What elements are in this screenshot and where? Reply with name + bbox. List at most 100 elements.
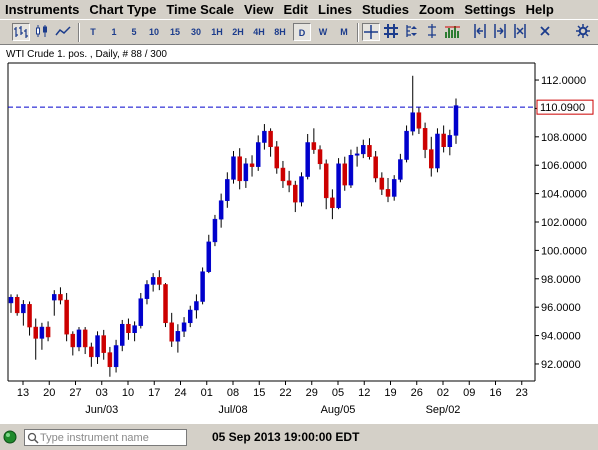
candle-body [416, 112, 422, 129]
candle-body [194, 301, 199, 311]
menu-studies[interactable]: Studies [361, 2, 409, 17]
grid-icon[interactable] [382, 23, 400, 41]
current-price-box [536, 99, 594, 115]
candle [441, 125, 446, 153]
candle-body [212, 218, 218, 243]
menu-chart-type[interactable]: Chart Type [89, 2, 157, 17]
period-button-8h[interactable]: 8H [274, 27, 286, 37]
candle-body [70, 333, 76, 348]
candle-body [286, 180, 292, 186]
period-button-1h[interactable]: 1H [211, 27, 223, 37]
period-button-w[interactable]: W [318, 27, 328, 37]
candle-body [138, 298, 144, 326]
shrink-icon[interactable] [511, 23, 529, 41]
candle-body [243, 163, 249, 182]
period-button-15[interactable]: 15 [169, 27, 180, 37]
x-tick-label: 10 [122, 387, 134, 399]
candle-body [206, 241, 212, 272]
instrument-search-box[interactable] [24, 429, 187, 446]
candle-body [89, 346, 94, 358]
y-tick-label: 108.0000 [541, 132, 587, 144]
period-button-1[interactable]: 1 [111, 27, 117, 37]
candle [367, 138, 372, 160]
x-tick-label: 15 [253, 387, 265, 399]
period-button-10[interactable]: 10 [148, 27, 159, 37]
period-button-2h[interactable]: 2H [232, 27, 244, 37]
candle [293, 180, 298, 213]
candlestick-icon[interactable] [33, 23, 51, 41]
candle [187, 305, 193, 328]
current-price-label: 110.0900 [540, 102, 585, 114]
candle [262, 124, 267, 150]
chart-title: WTI Crude 1. pos. , Daily, # 88 / 300 [6, 49, 167, 60]
candle-body [429, 149, 434, 169]
x-tick-label: 05 [332, 387, 344, 399]
close-icon[interactable] [536, 23, 554, 41]
candle [243, 158, 249, 188]
menu-edit[interactable]: Edit [283, 2, 308, 17]
search-input[interactable] [40, 430, 185, 445]
chart-area[interactable]: WTI Crude 1. pos. , Daily, # 88 / 300 11… [0, 45, 598, 423]
candle [237, 148, 242, 190]
y-tick-label: 98.0000 [541, 274, 581, 286]
period-button-m[interactable]: M [340, 27, 348, 37]
candle [21, 300, 26, 326]
menu-help[interactable]: Help [525, 2, 554, 17]
menu-settings[interactable]: Settings [464, 2, 516, 17]
menu-instruments[interactable]: Instruments [5, 2, 80, 17]
candle [447, 129, 453, 156]
candle-body [58, 294, 63, 301]
candle [225, 172, 230, 208]
x-tick-label: 19 [384, 387, 396, 399]
candle-body [354, 153, 360, 156]
bar-chart-icon[interactable] [12, 23, 30, 41]
x-tick-label: 23 [516, 387, 528, 399]
settings-icon[interactable] [574, 23, 592, 41]
period-button-5[interactable]: 5 [131, 27, 137, 37]
candle [70, 331, 76, 356]
period-button-t[interactable]: T [90, 27, 96, 37]
candle [299, 172, 304, 207]
candle-body [27, 304, 32, 328]
candle-body [21, 304, 26, 314]
scale-range-icon[interactable] [423, 23, 441, 41]
x-tick-label: 09 [463, 387, 475, 399]
collapse-left-icon[interactable] [471, 23, 489, 41]
candle [231, 151, 236, 184]
volume-icon[interactable] [444, 23, 462, 41]
crosshair-icon[interactable] [362, 23, 380, 41]
candle [120, 319, 125, 352]
period-button-4h[interactable]: 4H [253, 27, 265, 37]
period-button-30[interactable]: 30 [190, 27, 201, 37]
candle [138, 292, 144, 329]
candle [323, 159, 329, 210]
month-label: Jun/03 [85, 404, 118, 416]
toolbar: T 1 5 10 15 30 1H 2H 4H 8H D W M [0, 19, 598, 45]
menu-zoom[interactable]: Zoom [418, 2, 455, 17]
menu-time-scale[interactable]: Time Scale [166, 2, 235, 17]
candle [330, 189, 335, 220]
candle [113, 339, 119, 373]
candle-body [8, 296, 14, 304]
candle-body [218, 200, 224, 220]
expand-right-icon[interactable] [491, 23, 509, 41]
candle-body [391, 179, 397, 197]
x-tick-label: 27 [69, 387, 81, 399]
candle-body [435, 133, 440, 169]
candle [52, 290, 57, 316]
scale-icon[interactable] [403, 23, 421, 41]
candle [361, 139, 366, 159]
status-bar: 05 Sep 2013 19:00:00 EDT [0, 423, 598, 450]
menu-view[interactable]: View [244, 2, 274, 17]
candle [157, 270, 162, 291]
candle-body [336, 163, 341, 209]
line-chart-icon[interactable] [54, 23, 72, 41]
period-button-d[interactable]: D [293, 23, 311, 41]
candle [82, 327, 88, 355]
y-tick-label: 92.0000 [541, 359, 581, 371]
menu-bar: Instruments Chart Type Time Scale View E… [0, 0, 598, 19]
candle-body [453, 105, 459, 136]
candle [317, 145, 323, 170]
menu-lines[interactable]: Lines [318, 2, 352, 17]
candle [398, 153, 403, 183]
